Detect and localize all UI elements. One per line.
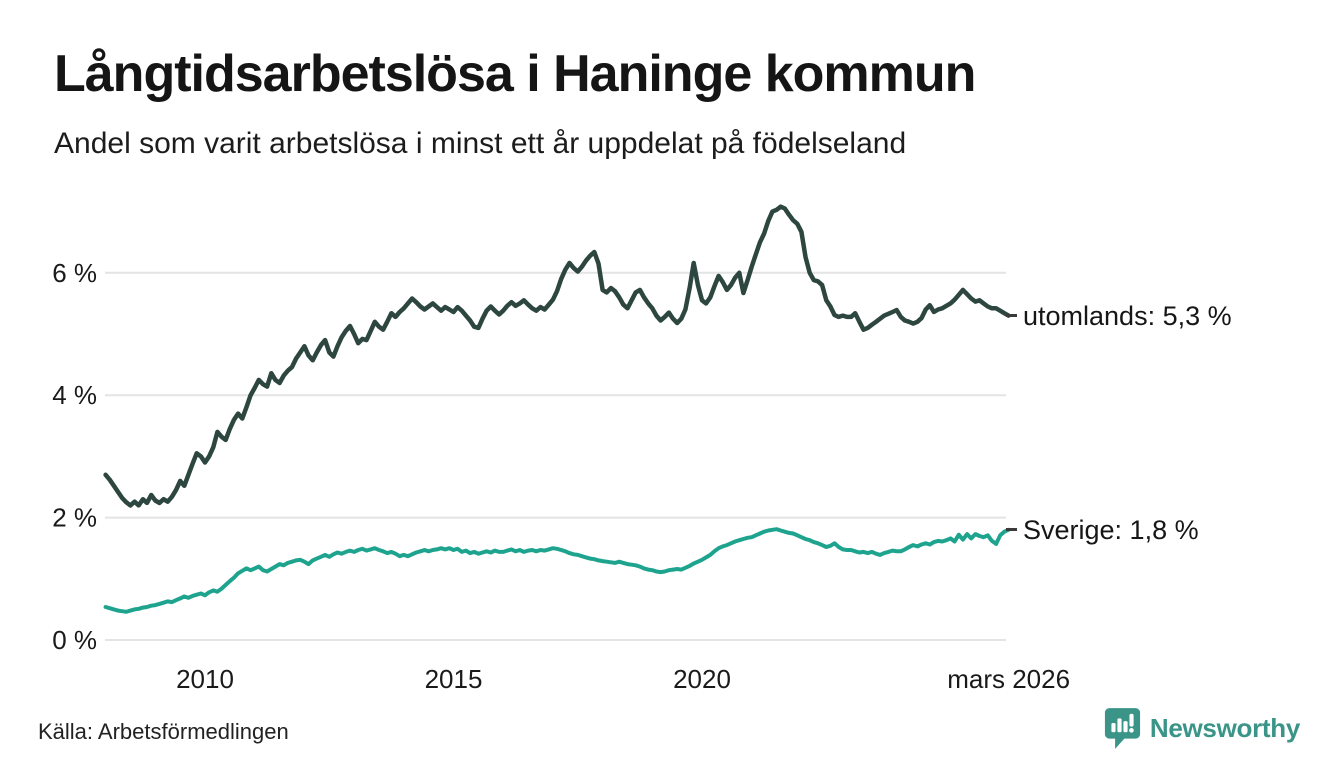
y-tick-label: 0 % [52, 625, 97, 655]
x-tick-label: 2015 [425, 664, 483, 694]
newsworthy-logo: Newsworthy [1104, 707, 1300, 750]
series-label-text: Sverige: 1,8 % [1023, 514, 1199, 545]
series-line-utomlands [103, 204, 1011, 508]
series-label-text: utomlands: 5,3 % [1023, 300, 1232, 331]
series-label-utomlands: utomlands: 5,3 % [1006, 299, 1232, 333]
page-title: Långtidsarbetslösa i Haninge kommun [54, 45, 976, 103]
y-tick-label: 6 % [52, 258, 97, 288]
y-tick-label: 4 % [52, 380, 97, 410]
series-end-dash [1006, 314, 1017, 317]
y-tick-label: 2 % [52, 503, 97, 533]
newsworthy-wordmark: Newsworthy [1149, 713, 1300, 743]
series-label-sverige: Sverige: 1,8 % [1006, 513, 1199, 547]
x-tick-label: mars 2026 [947, 664, 1070, 694]
x-tick-label: 2020 [673, 664, 731, 694]
newsworthy-logo-icon [1104, 708, 1140, 749]
x-tick-label: 2010 [176, 664, 234, 694]
series-end-dash [1006, 528, 1017, 532]
series-line-Sverige [103, 527, 1011, 614]
source-note: Källa: Arbetsförmedlingen [38, 719, 289, 744]
chart-subtitle: Andel som varit arbetslösa i minst ett å… [54, 127, 907, 160]
